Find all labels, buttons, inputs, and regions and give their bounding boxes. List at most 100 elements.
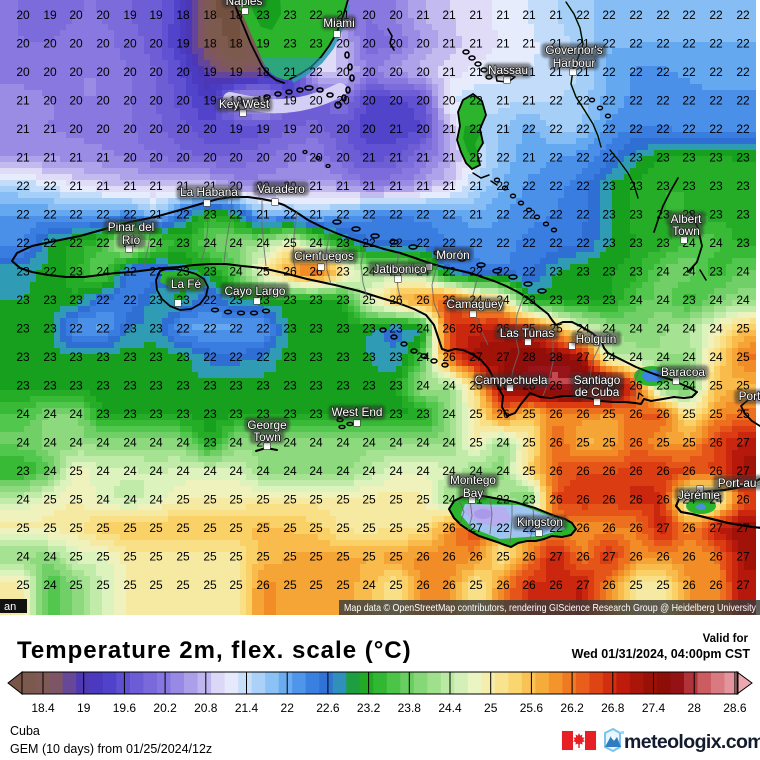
svg-text:20: 20 — [416, 122, 430, 136]
svg-text:22: 22 — [656, 65, 670, 79]
svg-text:24: 24 — [629, 293, 643, 307]
svg-text:Jérémie: Jérémie — [678, 488, 720, 502]
svg-text:26: 26 — [629, 521, 643, 535]
svg-text:21: 21 — [149, 179, 163, 193]
svg-text:22: 22 — [496, 236, 510, 250]
svg-text:23: 23 — [682, 151, 696, 165]
svg-text:22: 22 — [16, 179, 30, 193]
svg-text:24: 24 — [416, 436, 430, 450]
svg-text:25: 25 — [123, 521, 137, 535]
svg-text:24: 24 — [602, 350, 616, 364]
svg-text:Cienfuegos: Cienfuegos — [294, 249, 354, 263]
svg-text:Nassau: Nassau — [488, 63, 528, 77]
svg-text:24: 24 — [69, 436, 83, 450]
svg-text:24: 24 — [656, 265, 670, 279]
svg-text:25: 25 — [484, 701, 498, 715]
svg-text:24: 24 — [656, 293, 670, 307]
svg-text:23: 23 — [16, 379, 30, 393]
svg-text:23: 23 — [16, 464, 30, 478]
svg-text:22: 22 — [96, 293, 110, 307]
svg-text:28: 28 — [522, 350, 536, 364]
svg-text:21.4: 21.4 — [235, 701, 259, 715]
svg-text:22: 22 — [43, 179, 57, 193]
svg-text:24: 24 — [16, 436, 30, 450]
svg-text:25: 25 — [336, 578, 350, 592]
svg-text:23: 23 — [336, 265, 350, 279]
svg-text:20.2: 20.2 — [153, 701, 177, 715]
svg-text:26: 26 — [576, 521, 590, 535]
svg-text:23: 23 — [69, 379, 83, 393]
svg-text:Wed 01/31/2024, 04:00pm CST: Wed 01/31/2024, 04:00pm CST — [572, 647, 751, 661]
svg-text:25: 25 — [69, 493, 83, 507]
svg-text:25: 25 — [256, 493, 270, 507]
svg-text:23: 23 — [656, 379, 670, 393]
svg-text:24: 24 — [43, 578, 57, 592]
svg-text:22: 22 — [549, 151, 563, 165]
svg-text:23: 23 — [709, 208, 723, 222]
svg-text:20.8: 20.8 — [194, 701, 218, 715]
svg-text:21: 21 — [496, 122, 510, 136]
svg-text:George: George — [247, 418, 287, 432]
svg-text:25: 25 — [362, 293, 376, 307]
svg-text:18.4: 18.4 — [31, 701, 55, 715]
svg-text:25: 25 — [149, 578, 163, 592]
svg-text:22: 22 — [96, 322, 110, 336]
svg-text:20: 20 — [416, 65, 430, 79]
svg-text:24: 24 — [69, 407, 83, 421]
svg-text:22: 22 — [736, 94, 750, 108]
svg-text:20: 20 — [362, 37, 376, 51]
svg-text:25: 25 — [69, 464, 83, 478]
svg-text:Montego: Montego — [450, 473, 496, 487]
svg-text:22: 22 — [176, 208, 190, 222]
svg-text:23: 23 — [709, 265, 723, 279]
svg-text:25: 25 — [656, 436, 670, 450]
svg-text:Río: Río — [122, 233, 141, 247]
svg-text:21: 21 — [469, 208, 483, 222]
svg-text:22: 22 — [629, 65, 643, 79]
svg-text:27: 27 — [549, 550, 563, 564]
svg-text:25: 25 — [309, 550, 323, 564]
svg-text:23: 23 — [176, 379, 190, 393]
svg-text:23: 23 — [256, 379, 270, 393]
svg-text:20: 20 — [442, 94, 456, 108]
svg-text:20: 20 — [309, 151, 323, 165]
svg-text:22: 22 — [496, 493, 510, 507]
svg-text:22.6: 22.6 — [316, 701, 340, 715]
svg-text:21: 21 — [416, 179, 430, 193]
svg-text:23: 23 — [96, 350, 110, 364]
svg-text:22: 22 — [43, 265, 57, 279]
svg-text:Camagüey: Camagüey — [446, 297, 503, 311]
svg-text:19: 19 — [123, 8, 137, 22]
svg-text:25: 25 — [229, 521, 243, 535]
svg-text:23: 23 — [176, 350, 190, 364]
svg-text:23: 23 — [629, 151, 643, 165]
svg-text:19: 19 — [77, 701, 91, 715]
svg-text:21: 21 — [469, 8, 483, 22]
svg-text:25.6: 25.6 — [520, 701, 544, 715]
svg-text:23: 23 — [123, 322, 137, 336]
svg-text:20: 20 — [149, 94, 163, 108]
svg-text:23: 23 — [123, 350, 137, 364]
svg-text:27: 27 — [576, 578, 590, 592]
svg-text:21: 21 — [149, 208, 163, 222]
svg-text:23: 23 — [709, 151, 723, 165]
svg-text:25: 25 — [309, 493, 323, 507]
svg-text:24: 24 — [416, 322, 430, 336]
svg-text:25: 25 — [229, 493, 243, 507]
svg-text:26: 26 — [629, 379, 643, 393]
svg-text:23: 23 — [309, 407, 323, 421]
svg-text:19: 19 — [256, 122, 270, 136]
svg-text:26: 26 — [709, 550, 723, 564]
svg-text:20: 20 — [362, 94, 376, 108]
svg-text:20: 20 — [123, 37, 137, 51]
svg-text:24: 24 — [96, 265, 110, 279]
svg-text:22: 22 — [149, 265, 163, 279]
svg-text:24: 24 — [283, 464, 297, 478]
svg-text:20: 20 — [16, 37, 30, 51]
svg-text:23: 23 — [203, 379, 217, 393]
svg-text:22: 22 — [309, 65, 323, 79]
svg-text:20: 20 — [256, 151, 270, 165]
svg-text:23: 23 — [309, 37, 323, 51]
svg-text:21: 21 — [416, 151, 430, 165]
svg-text:Governor's: Governor's — [545, 43, 602, 57]
